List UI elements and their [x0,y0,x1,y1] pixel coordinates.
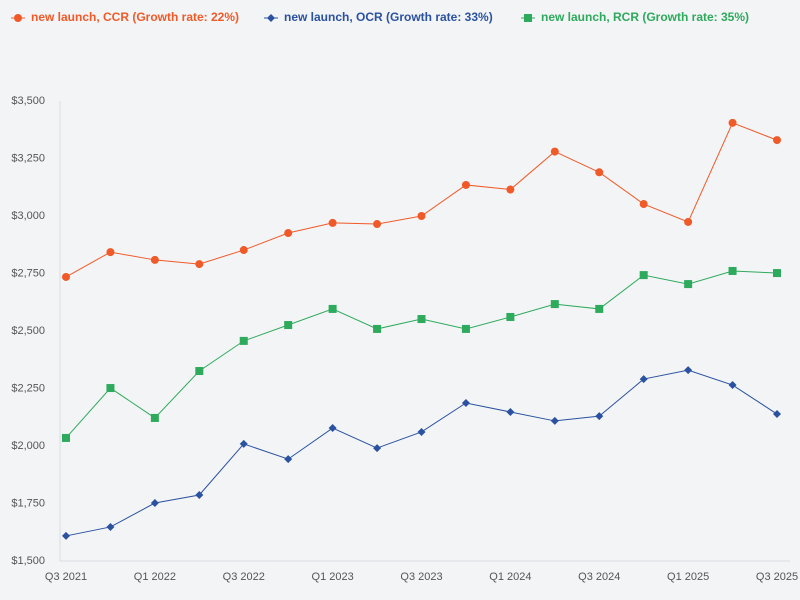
legend-marker [14,14,22,22]
y-tick-label: $1,750 [11,497,45,509]
legend-label: new launch, RCR (Growth rate: 35%) [541,10,749,24]
marker [62,531,70,540]
marker [373,324,382,333]
marker [284,455,293,464]
marker [506,312,515,321]
marker [595,168,604,177]
marker [150,413,159,422]
y-tick-label: $3,250 [11,152,45,164]
marker [239,439,248,448]
marker [550,300,559,309]
marker [373,220,382,229]
marker [195,260,204,269]
marker [195,367,204,376]
marker [506,407,515,416]
x-tick-label: Q3 2025 [756,571,798,583]
legend-label: new launch, CCR (Growth rate: 22%) [31,10,239,24]
marker [728,266,737,275]
x-tick-label: Q1 2022 [134,571,176,583]
marker [684,366,693,375]
marker [150,255,159,264]
marker [284,229,293,238]
marker [595,412,604,421]
x-tick-label: Q1 2023 [312,571,354,583]
marker [728,118,737,127]
y-tick-label: $2,500 [11,325,45,337]
y-tick-label: $2,750 [11,267,45,279]
x-tick-label: Q3 2021 [45,571,87,583]
marker [550,416,559,425]
marker [284,321,293,330]
y-tick-label: $3,500 [11,95,45,107]
legend-marker [267,14,275,22]
x-tick-label: Q1 2024 [489,571,531,583]
marker [461,180,470,189]
y-tick-label: $1,500 [11,555,45,567]
legend-label: new launch, OCR (Growth rate: 33%) [284,10,493,24]
y-tick-label: $2,000 [11,440,45,452]
marker [417,427,426,436]
marker [506,185,515,194]
marker [550,147,559,156]
legend-marker [524,14,532,22]
marker [595,304,604,313]
marker [328,218,337,227]
marker [239,336,248,345]
marker [106,384,115,393]
marker [639,200,648,209]
x-tick-label: Q3 2023 [400,571,442,583]
marker [195,490,204,499]
marker [461,398,470,407]
marker [417,212,426,220]
y-tick-label: $3,000 [11,210,45,222]
marker [684,217,693,226]
marker [62,433,70,442]
marker [773,269,781,278]
x-tick-label: Q3 2022 [223,571,265,583]
y-tick-label: $2,250 [11,382,45,394]
marker [639,375,648,384]
marker [62,272,70,281]
marker [417,315,426,324]
marker [239,246,248,255]
marker [328,304,337,313]
marker [461,324,470,333]
marker [728,381,737,390]
marker [773,136,781,145]
marker [106,522,115,531]
marker [773,410,781,419]
x-tick-label: Q3 2024 [578,571,620,583]
marker [684,280,693,289]
marker [150,499,159,508]
marker [639,271,648,280]
marker [328,424,337,433]
x-tick-label: Q1 2025 [667,571,709,583]
marker [106,248,115,257]
marker [373,444,382,453]
